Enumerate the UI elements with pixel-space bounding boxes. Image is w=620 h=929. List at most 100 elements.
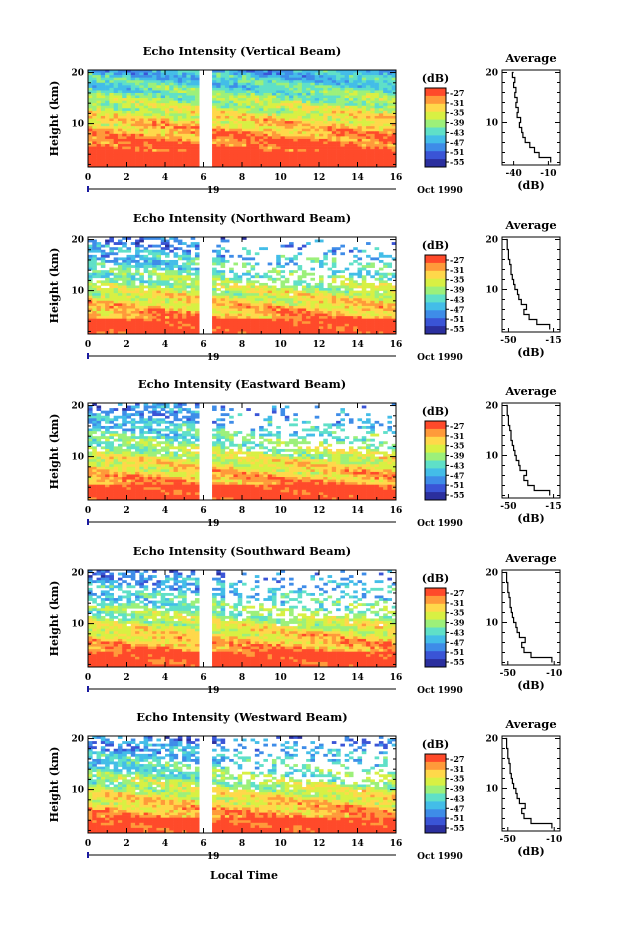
heatmap-cell	[224, 280, 230, 284]
heatmap-cell	[126, 156, 132, 160]
heatmap-cell	[229, 95, 234, 99]
heatmap-cell	[374, 118, 380, 122]
heatmap-cell	[293, 149, 298, 152]
heatmap-cell	[96, 479, 102, 483]
heatmap-cell	[229, 80, 234, 84]
heatmap-cell	[139, 237, 144, 240]
colorbar-swatch	[425, 270, 446, 280]
heatmap-cell	[147, 316, 153, 319]
heatmap-cell	[348, 262, 354, 266]
heatmap-cell	[370, 90, 375, 94]
heatmap-cell	[216, 90, 221, 94]
heatmap-cell	[259, 75, 264, 78]
colorbar-swatch	[425, 294, 446, 303]
heatmap-cell	[186, 295, 191, 299]
heatmap-cell	[348, 146, 354, 150]
heatmap-cell	[126, 305, 132, 309]
colorbar-tick-label: -55	[450, 157, 464, 167]
heatmap-cell	[374, 318, 380, 322]
heatmap-cell	[242, 285, 247, 289]
heatmap-cell	[173, 313, 179, 317]
heatmap-cell	[122, 123, 127, 127]
heatmap-cell	[88, 482, 93, 485]
heatmap-cell	[242, 321, 247, 325]
heatmap-cell	[348, 126, 354, 130]
heatmap-cell	[105, 82, 110, 86]
heatmap-cell	[284, 328, 290, 332]
heatmap-cell	[254, 298, 260, 302]
heatmap-cell	[323, 110, 328, 114]
heatmap-cell	[353, 133, 358, 137]
heatmap-cell	[190, 133, 196, 137]
heatmap-cell	[143, 257, 149, 261]
heatmap-cell	[353, 72, 358, 76]
heatmap-cell	[271, 100, 277, 104]
heatmap-cell	[246, 144, 251, 147]
heatmap-cell	[220, 146, 226, 150]
heatmap-cell	[92, 326, 97, 330]
heatmap-cell	[113, 454, 119, 457]
heatmap-cell	[242, 161, 247, 165]
heatmap-cell	[105, 410, 110, 414]
heatmap-cell	[310, 267, 316, 271]
heatmap-cell	[297, 85, 303, 89]
heatmap-cell	[229, 288, 234, 291]
heatmap-cell	[216, 110, 221, 114]
heatmap-cell	[357, 313, 363, 317]
heatmap-cell	[306, 118, 311, 122]
heatmap-cell	[280, 98, 286, 101]
heatmap-cell	[113, 321, 119, 325]
heatmap-cell	[135, 126, 140, 130]
colorbar-swatch	[425, 111, 446, 120]
heatmap-cell	[366, 87, 371, 91]
heatmap-cell	[284, 115, 290, 119]
heatmap-cell	[271, 108, 277, 112]
heatmap-cell	[96, 242, 102, 245]
heatmap-cell	[314, 98, 320, 101]
heatmap-cell	[139, 75, 144, 78]
heatmap-cell	[276, 313, 281, 317]
heatmap-cell	[122, 144, 127, 147]
heatmap-cell	[96, 280, 102, 284]
heatmap-cell	[246, 105, 251, 109]
heatmap-cell	[259, 149, 264, 152]
heatmap-cell	[216, 121, 221, 124]
heatmap-cell	[374, 144, 380, 147]
heatmap-cell	[267, 151, 273, 155]
heatmap-cell	[169, 72, 174, 76]
heatmap-cell	[310, 259, 316, 263]
heatmap-cell	[96, 87, 102, 91]
heatmap-cell	[135, 85, 140, 89]
heatmap-cell	[135, 108, 140, 112]
heatmap-cell	[344, 146, 350, 150]
heatmap-cell	[229, 318, 234, 322]
heatmap-cell	[271, 77, 277, 81]
heatmap-cell	[237, 280, 243, 284]
heatmap-cell	[242, 295, 247, 299]
heatmap-cell	[169, 70, 174, 73]
heatmap-cell	[96, 285, 102, 289]
heatmap-cell	[130, 113, 136, 117]
y-tick-label: 20	[71, 69, 84, 79]
heatmap-cell	[357, 110, 363, 114]
heatmap-cell	[353, 70, 358, 73]
heatmap-cell	[147, 288, 153, 291]
heatmap-cell	[100, 128, 106, 132]
heatmap-cell	[344, 85, 350, 89]
heatmap-cell	[331, 80, 337, 84]
heatmap-cell	[224, 239, 230, 243]
heatmap-cell	[96, 275, 102, 279]
heatmap-cell	[139, 70, 144, 73]
heatmap-cell	[271, 149, 277, 152]
heatmap-cell	[105, 436, 110, 440]
heatmap-cell	[276, 300, 281, 304]
heatmap-cell	[173, 98, 179, 101]
heatmap-cell	[139, 121, 144, 124]
heatmap-cell	[276, 149, 281, 152]
heatmap-cell	[220, 118, 226, 122]
heatmap-cell	[113, 118, 119, 122]
heatmap-cell	[126, 328, 132, 332]
heatmap-cell	[348, 108, 354, 112]
heatmap-cell	[378, 323, 384, 327]
heatmap-cell	[276, 90, 281, 94]
